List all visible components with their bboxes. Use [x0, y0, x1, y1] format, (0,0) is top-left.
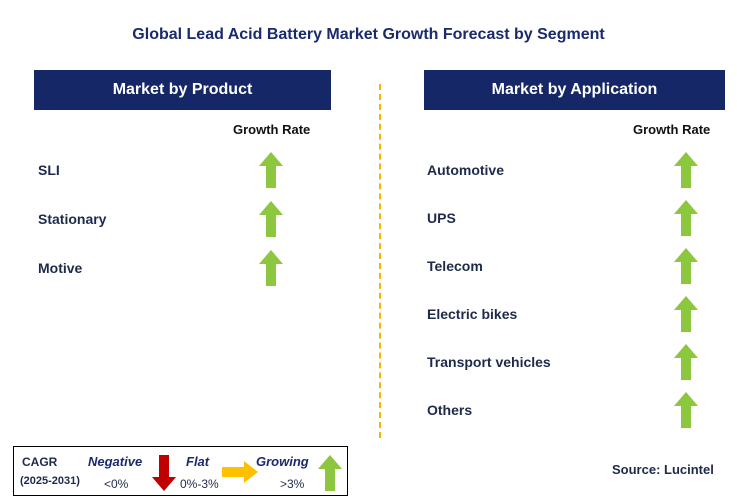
product-row: Motive: [0, 248, 737, 288]
legend-flat-range: 0%-3%: [180, 477, 219, 491]
legend-cagr-label: CAGR: [22, 455, 58, 469]
panel-divider: [379, 84, 381, 438]
legend-negative-range: <0%: [104, 477, 129, 491]
arrow-up-icon: [259, 152, 283, 188]
application-row: Electric bikes: [0, 294, 737, 334]
arrow-up-icon: [674, 200, 698, 236]
product-row: SLI: [0, 150, 737, 190]
legend-flat-label: Flat: [186, 454, 210, 469]
arrow-up-icon: [674, 296, 698, 332]
arrow-up-icon: [674, 392, 698, 428]
application-label: Automotive: [427, 162, 504, 178]
product-growth-rate-label: Growth Rate: [233, 122, 311, 137]
arrow-up-icon: [318, 455, 342, 491]
source-label: Source: Lucintel: [612, 462, 714, 477]
arrow-down-icon: [152, 455, 176, 491]
application-growth-rate-label: Growth Rate: [633, 122, 711, 137]
arrow-right-icon: [222, 461, 258, 483]
cagr-legend: CAGR (2025-2031) Negative <0% Flat 0%-3%…: [13, 446, 348, 496]
arrow-up-icon: [674, 248, 698, 284]
legend-negative-label: Negative: [88, 454, 143, 469]
product-row: Stationary: [0, 199, 737, 239]
legend-period: (2025-2031): [20, 475, 80, 487]
application-label: Electric bikes: [427, 306, 518, 322]
product-label: Stationary: [38, 211, 107, 227]
application-row: Telecom: [0, 246, 737, 286]
application-label: Transport vehicles: [427, 354, 551, 370]
product-panel-header: Market by Product: [34, 70, 331, 110]
application-row: UPS: [0, 198, 737, 238]
arrow-up-icon: [259, 250, 283, 286]
page-title: Global Lead Acid Battery Market Growth F…: [132, 26, 605, 43]
application-panel-header: Market by Application: [424, 70, 725, 110]
arrow-up-icon: [674, 152, 698, 188]
application-label: Telecom: [427, 258, 483, 274]
arrow-up-icon: [259, 201, 283, 237]
application-label: Others: [427, 402, 473, 418]
legend-growing-label: Growing: [256, 454, 309, 469]
product-label: SLI: [38, 162, 60, 178]
application-row: Transport vehicles: [0, 342, 737, 382]
product-label: Motive: [38, 260, 83, 276]
application-row: Automotive: [0, 150, 737, 190]
application-label: UPS: [427, 210, 456, 226]
arrow-up-icon: [674, 344, 698, 380]
application-row: Others: [0, 390, 737, 430]
legend-growing-range: >3%: [280, 477, 305, 491]
